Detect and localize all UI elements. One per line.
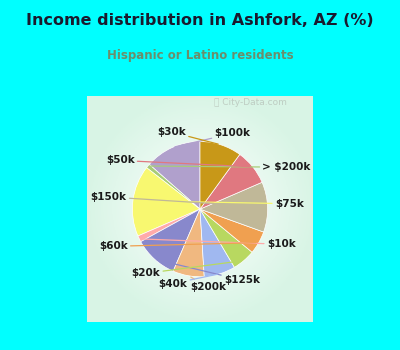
Wedge shape: [173, 209, 204, 277]
Wedge shape: [200, 209, 264, 252]
Text: $40k: $40k: [158, 274, 217, 288]
Wedge shape: [149, 141, 200, 209]
Text: $150k: $150k: [91, 192, 265, 207]
Wedge shape: [138, 209, 200, 242]
Wedge shape: [141, 209, 200, 271]
Wedge shape: [200, 141, 240, 209]
Text: $30k: $30k: [157, 127, 218, 144]
Wedge shape: [132, 168, 200, 236]
Text: Hispanic or Latino residents: Hispanic or Latino residents: [107, 49, 293, 62]
Text: $75k: $75k: [136, 199, 304, 209]
Text: $20k: $20k: [132, 261, 241, 278]
Text: $60k: $60k: [99, 241, 256, 251]
Text: $10k: $10k: [142, 239, 296, 249]
Wedge shape: [200, 209, 252, 267]
Wedge shape: [200, 209, 234, 276]
Text: Income distribution in Ashfork, AZ (%): Income distribution in Ashfork, AZ (%): [26, 13, 374, 28]
Wedge shape: [200, 182, 268, 232]
Text: ⓘ City-Data.com: ⓘ City-Data.com: [214, 98, 287, 106]
Text: $100k: $100k: [175, 128, 250, 147]
Wedge shape: [146, 164, 200, 209]
Text: $125k: $125k: [157, 260, 260, 285]
Wedge shape: [200, 154, 262, 209]
Text: $200k: $200k: [190, 277, 226, 292]
Text: $50k: $50k: [106, 155, 250, 167]
Text: > $200k: > $200k: [151, 162, 311, 172]
